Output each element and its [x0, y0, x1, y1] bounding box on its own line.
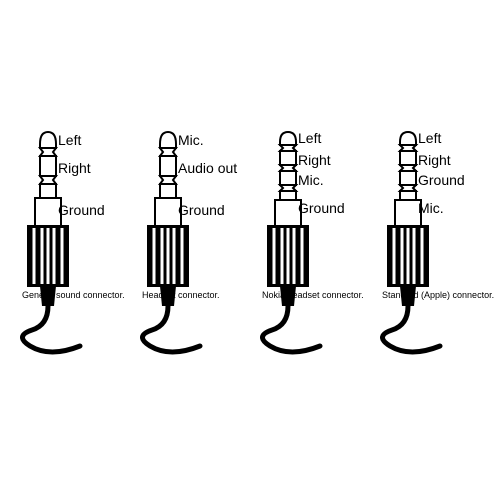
label-sleeve: Ground: [298, 200, 345, 216]
label-tip: Left: [58, 132, 81, 148]
label-ring1: Right: [418, 152, 451, 168]
label-tip: Left: [298, 130, 321, 146]
label-sleeve: Mic.: [418, 200, 444, 216]
connector-nokia: Left Right Mic. Ground Nokia headset con…: [260, 130, 380, 410]
label-ring1: Right: [298, 152, 331, 168]
label-sleeve: Ground: [58, 202, 105, 218]
label-ring2: Ground: [418, 172, 465, 188]
label-tip: Mic.: [178, 132, 204, 148]
label-tip: Left: [418, 130, 441, 146]
connector-apple: Left Right Ground Mic. Standard (Apple) …: [380, 130, 500, 410]
connector-generic: Left Right Ground Generic sound connecto…: [20, 130, 140, 410]
label-sleeve: Ground: [178, 202, 225, 218]
caption: Generic sound connector.: [22, 290, 125, 300]
label-ring2: Mic.: [298, 172, 324, 188]
caption: Nokia headset connector.: [262, 290, 364, 300]
label-ring: Audio out: [178, 160, 237, 176]
diagram-canvas: Left Right Ground Generic sound connecto…: [0, 0, 500, 500]
caption: Headset connector.: [142, 290, 220, 300]
label-ring: Right: [58, 160, 91, 176]
connector-headset: Mic. Audio out Ground Headset connector.: [140, 130, 260, 410]
caption: Standard (Apple) connector.: [382, 290, 494, 300]
